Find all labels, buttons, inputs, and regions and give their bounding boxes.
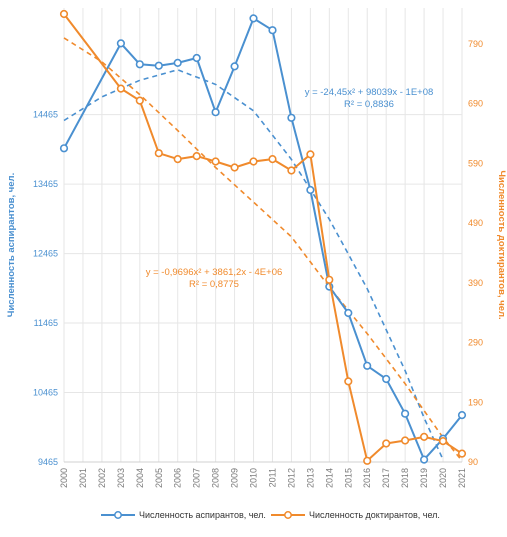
series-1-point bbox=[230, 62, 239, 71]
x-tick-label: 2009 bbox=[230, 468, 240, 488]
series-2-point bbox=[363, 456, 372, 465]
x-tick-label: 2008 bbox=[211, 468, 221, 488]
series-1-point bbox=[457, 411, 467, 420]
x-tick-label: 2019 bbox=[419, 468, 429, 488]
x-tick-label: 2010 bbox=[249, 468, 259, 488]
plot-area bbox=[64, 8, 462, 462]
series-1-point bbox=[135, 60, 144, 69]
series-2-point bbox=[192, 152, 201, 161]
series-2-point bbox=[420, 432, 429, 442]
legend-label-2: Численность доктирантов, чел. bbox=[309, 510, 440, 520]
series-1-point bbox=[363, 361, 372, 370]
legend-item-1: Численность аспирантов, чел. bbox=[101, 510, 266, 520]
x-tick-label: 2012 bbox=[286, 468, 296, 488]
x-tick-label: 2011 bbox=[267, 468, 277, 487]
series-1-point bbox=[192, 53, 201, 63]
series-2-point bbox=[154, 149, 163, 158]
trendline-1 bbox=[63, 68, 444, 460]
series-2-point bbox=[382, 439, 391, 448]
series-1-point bbox=[59, 144, 69, 153]
trendline-1-equation: y = -24,45x² + 98039x - 1E+08 bbox=[305, 87, 434, 98]
series-1-point bbox=[382, 374, 391, 384]
legend-label-1: Численность аспирантов, чел. bbox=[139, 510, 266, 520]
series-1-point bbox=[173, 58, 182, 68]
series-2-point bbox=[116, 84, 125, 93]
left-tick-label: 9465 bbox=[38, 457, 58, 467]
series-1-point bbox=[306, 185, 315, 195]
right-tick-label: 790 bbox=[468, 39, 483, 49]
data-series bbox=[59, 9, 467, 465]
x-tick-label: 2018 bbox=[400, 468, 410, 488]
x-tick-label: 2016 bbox=[362, 468, 372, 488]
series-1-point bbox=[401, 409, 410, 418]
left-tick-label: 12465 bbox=[33, 249, 58, 259]
series-2-point bbox=[249, 157, 258, 166]
right-axis-title: Численность доктирантов, чел. bbox=[496, 170, 507, 319]
x-tick-label: 2021 bbox=[457, 468, 467, 488]
right-tick-label: 190 bbox=[468, 397, 483, 407]
right-tick-label: 290 bbox=[468, 338, 483, 348]
series-2-point bbox=[438, 437, 448, 446]
x-tick-label: 2000 bbox=[59, 468, 69, 488]
x-tick-label: 2003 bbox=[116, 468, 126, 488]
series-1-point bbox=[154, 61, 163, 70]
x-tick-label: 2017 bbox=[381, 468, 391, 488]
left-tick-label: 11465 bbox=[34, 318, 58, 328]
legend: Численность аспирантов, чел. Численность… bbox=[101, 510, 440, 520]
series-2-point bbox=[173, 155, 182, 164]
x-axis-ticks: 2000 2001 2002 2003 2004 2005 2006 2007 2008 2009… bbox=[59, 468, 467, 488]
right-tick-label: 390 bbox=[468, 278, 483, 288]
right-tick-label: 90 bbox=[468, 457, 478, 467]
left-axis-ticks: 9465 10465 11465 12465 13465 14465 bbox=[33, 110, 58, 467]
x-tick-label: 2005 bbox=[154, 468, 164, 488]
trendline-1-r2: R² = 0,8836 bbox=[344, 99, 394, 110]
left-tick-label: 10465 bbox=[33, 388, 58, 398]
series-1-point bbox=[287, 113, 296, 122]
trendline-2-equation: y = -0,9696x² + 3861,2x - 4E+06 bbox=[146, 267, 283, 278]
right-tick-label: 490 bbox=[468, 218, 483, 228]
x-tick-label: 2004 bbox=[135, 468, 145, 488]
series-2-point bbox=[135, 96, 144, 105]
series-1-point bbox=[249, 14, 258, 23]
left-axis-title: Численность аспирантов, чел. bbox=[6, 173, 17, 317]
left-tick-label: 13465 bbox=[33, 179, 58, 189]
trendlines bbox=[63, 37, 463, 462]
series-2-point bbox=[457, 449, 467, 458]
series-1-point bbox=[211, 108, 220, 117]
right-tick-label: 690 bbox=[468, 99, 483, 109]
series-2-point bbox=[344, 377, 353, 386]
series-1-point bbox=[268, 26, 277, 35]
series-2-point bbox=[287, 166, 296, 175]
x-tick-label: 2014 bbox=[324, 468, 334, 488]
trendline-2 bbox=[63, 37, 463, 462]
x-tick-label: 2002 bbox=[97, 468, 107, 488]
series-2-point bbox=[230, 163, 239, 172]
trendline-2-r2: R² = 0,8775 bbox=[189, 279, 239, 290]
x-tick-label: 2015 bbox=[343, 468, 353, 488]
series-2-point bbox=[325, 275, 334, 284]
right-axis-ticks: 90 190 290 390 490 590 690 790 bbox=[468, 39, 483, 467]
gridlines bbox=[63, 8, 463, 463]
left-tick-label: 14465 bbox=[33, 110, 58, 120]
series-2-point bbox=[268, 155, 277, 164]
series-2-point bbox=[59, 9, 69, 19]
right-tick-label: 590 bbox=[468, 158, 483, 168]
series-1-point bbox=[344, 308, 353, 318]
x-tick-label: 2006 bbox=[173, 468, 183, 488]
x-tick-label: 2001 bbox=[78, 468, 88, 488]
series-1-point bbox=[420, 455, 429, 464]
series-2-point bbox=[306, 150, 315, 159]
series-2-point bbox=[211, 157, 220, 166]
x-tick-label: 2020 bbox=[438, 468, 448, 488]
series-1-point bbox=[116, 39, 125, 48]
series-2-point bbox=[401, 436, 410, 445]
x-tick-label: 2013 bbox=[305, 468, 315, 488]
x-tick-label: 2007 bbox=[192, 468, 202, 488]
legend-item-2: Численность доктирантов, чел. bbox=[271, 510, 440, 520]
